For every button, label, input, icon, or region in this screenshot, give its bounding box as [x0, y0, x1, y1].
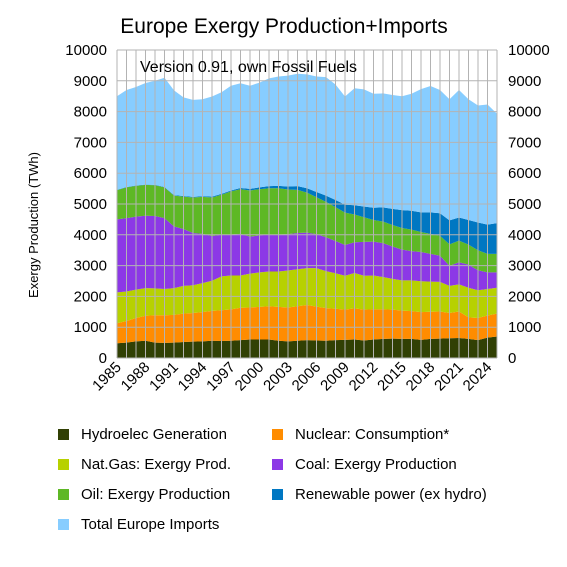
- y-axis-left: 0 1000 2000 3000 4000 5000 6000 7000 8000 9000 100…: [65, 42, 107, 367]
- y-tick-label-right: 7000: [508, 134, 541, 151]
- y-tick-label-left: 10000: [65, 42, 107, 59]
- y-tick-label-left: 4000: [74, 227, 107, 244]
- y-tick-label-left: 0: [99, 350, 107, 367]
- legend-label: Nat.Gas: Exergy Prod.: [81, 456, 232, 473]
- y-axis-label: Exergy Production (TWh): [26, 152, 41, 298]
- y-tick-label-right: 10000: [508, 42, 550, 59]
- legend-swatch: [272, 459, 283, 470]
- y-tick-label-left: 5000: [74, 196, 107, 213]
- grid-lines: [116, 49, 498, 359]
- y-tick-label-right: 1000: [508, 319, 541, 336]
- legend-label: Renewable power (ex hydro): [295, 486, 487, 503]
- y-tick-label-right: 4000: [508, 227, 541, 244]
- legend-label: Nuclear: Consumption*: [295, 426, 450, 443]
- x-tick-label: 1991: [146, 359, 182, 395]
- legend-label: Total Europe Imports: [81, 516, 220, 533]
- y-tick-label-right: 9000: [508, 73, 541, 90]
- x-tick-label: 2018: [403, 359, 439, 395]
- y-tick-label-right: 2000: [508, 288, 541, 305]
- legend-label: Oil: Exergy Production: [81, 486, 231, 503]
- legend-item: Oil: Exergy Production: [58, 486, 230, 503]
- y-tick-label-left: 2000: [74, 288, 107, 305]
- x-tick-label: 2009: [317, 359, 353, 395]
- x-tick-label: 2024: [460, 359, 496, 395]
- x-tick-label: 1985: [89, 359, 125, 395]
- legend-swatch: [58, 459, 69, 470]
- y-tick-label-right: 3000: [508, 258, 541, 275]
- x-tick-label: 2015: [374, 359, 410, 395]
- legend-item: Hydroelec Generation: [58, 426, 227, 443]
- y-tick-label-left: 8000: [74, 104, 107, 121]
- y-tick-label-left: 1000: [74, 319, 107, 336]
- legend: Hydroelec Generation Nuclear: Consumption…: [0, 418, 567, 548]
- legend-swatch: [58, 489, 69, 500]
- legend-item: Renewable power (ex hydro): [272, 486, 487, 503]
- x-axis: 1985198819911994199720002003200620092012…: [89, 359, 495, 395]
- y-tick-label-left: 7000: [74, 134, 107, 151]
- legend-item: Nuclear: Consumption*: [272, 426, 449, 443]
- legend-item: Coal: Exergy Production: [272, 456, 457, 473]
- x-tick-label: 2000: [232, 359, 268, 395]
- legend-swatch: [58, 519, 69, 530]
- x-tick-label: 2006: [289, 359, 325, 395]
- y-tick-label-right: 5000: [508, 196, 541, 213]
- legend-item: Nat.Gas: Exergy Prod.: [58, 456, 231, 473]
- legend-item: Total Europe Imports: [58, 516, 219, 533]
- y-tick-label-right: 6000: [508, 165, 541, 182]
- chart-subtitle: Version 0.91, own Fossil Fuels: [140, 59, 357, 76]
- x-tick-label: 2003: [260, 359, 296, 395]
- x-tick-label: 2021: [431, 359, 467, 395]
- x-tick-label: 2012: [346, 359, 382, 395]
- x-tick-label: 1994: [175, 359, 211, 395]
- legend-label: Hydroelec Generation: [81, 426, 227, 443]
- legend-label: Coal: Exergy Production: [295, 456, 457, 473]
- legend-swatch: [272, 489, 283, 500]
- y-tick-label-right: 8000: [508, 104, 541, 121]
- x-tick-label: 1988: [118, 359, 154, 395]
- legend-swatch: [58, 429, 69, 440]
- y-tick-label-left: 3000: [74, 258, 107, 275]
- y-tick-label-left: 9000: [74, 73, 107, 90]
- y-tick-label-left: 6000: [74, 165, 107, 182]
- legend-swatch: [272, 429, 283, 440]
- x-tick-label: 1997: [203, 359, 239, 395]
- chart-title: Europe Exergy Production+Imports: [120, 15, 447, 38]
- y-tick-label-right: 0: [508, 350, 516, 367]
- y-axis-right: 0 1000 2000 3000 4000 5000 6000 7000 8000 9000 100…: [508, 42, 550, 367]
